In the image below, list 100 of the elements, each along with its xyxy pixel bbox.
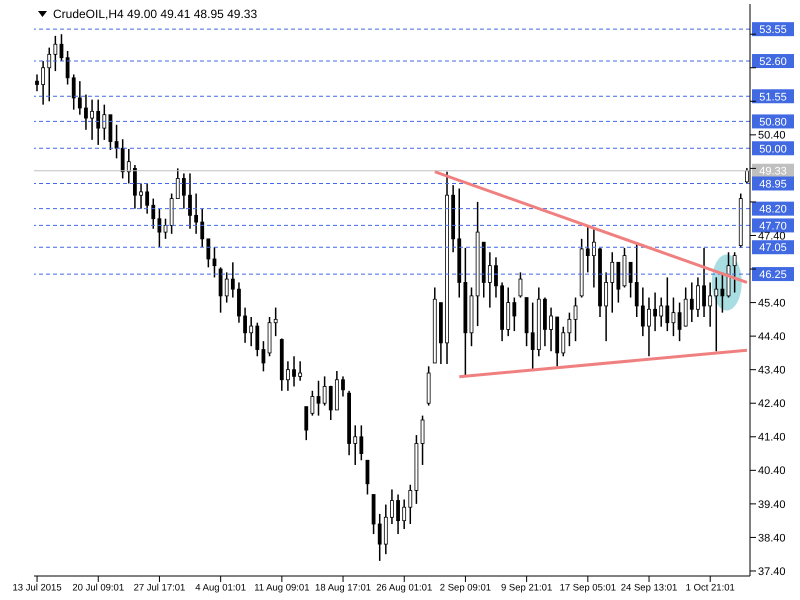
candlestick	[341, 376, 345, 398]
y-tick-label: 47.40	[758, 230, 786, 242]
ref-line-label: 53.55	[759, 24, 787, 36]
x-tick-label: 24 Sep 13:01	[620, 582, 678, 594]
x-tick-label: 18 Aug 17:01	[315, 582, 372, 594]
candlestick	[188, 172, 192, 230]
candlestick	[672, 296, 676, 337]
candlestick	[628, 262, 633, 298]
candlestick	[286, 360, 290, 392]
candlestick	[665, 276, 670, 332]
candlestick	[366, 460, 370, 496]
candlestick	[640, 286, 645, 337]
x-tick-label: 13 Jul 2015	[12, 582, 62, 594]
candlestick	[35, 74, 39, 92]
candlestick	[182, 172, 186, 210]
candlestick	[408, 484, 412, 525]
candlestick	[518, 272, 522, 298]
ref-line-label: 48.20	[759, 204, 787, 216]
candlestick	[304, 406, 308, 441]
ref-line-label: 50.80	[759, 116, 787, 128]
x-tick-label: 20 Jul 09:01	[72, 582, 124, 594]
candlestick	[230, 262, 235, 298]
y-tick-label: 38.40	[758, 532, 786, 544]
candlestick	[732, 252, 737, 294]
ref-line-label: 50.00	[759, 143, 787, 156]
candlestick	[292, 356, 296, 388]
candlestick	[157, 208, 162, 248]
candlestick	[568, 312, 572, 347]
candlestick	[322, 376, 327, 406]
y-tick-label: 50.40	[758, 130, 786, 142]
candlestick	[574, 296, 578, 342]
candlestick	[402, 498, 406, 530]
candlestick	[66, 50, 70, 86]
candlestick	[359, 424, 364, 462]
x-tick-label: 27 Jul 17:01	[134, 582, 186, 594]
candlestick	[659, 296, 664, 328]
x-tick-label: 4 Aug 01:01	[195, 582, 246, 594]
y-tick-label: 45.40	[758, 297, 786, 310]
y-tick-label: 39.40	[758, 498, 786, 511]
y-tick-label: 44.40	[758, 331, 786, 344]
candlestick	[53, 35, 58, 72]
candlestick	[78, 80, 82, 116]
ref-line-label: 46.25	[759, 269, 787, 282]
candlestick	[212, 246, 216, 278]
candlestick	[262, 340, 266, 372]
candlestick	[702, 247, 706, 318]
ref-line-label: 48.95	[759, 178, 787, 190]
candlestick	[139, 182, 143, 210]
candlestick	[494, 256, 498, 298]
candlestick	[310, 390, 314, 416]
candlestick	[72, 74, 76, 110]
candlestick	[690, 282, 694, 323]
ref-line-label: 49.33	[759, 166, 787, 178]
candlestick	[549, 306, 553, 352]
candlestick	[378, 513, 382, 562]
candlestick	[488, 252, 492, 308]
candlestick	[653, 292, 657, 332]
candlestick	[708, 282, 712, 328]
candlestick	[298, 360, 302, 382]
x-tick-label: 2 Sep 09:01	[440, 582, 492, 594]
y-tick-label: 40.40	[758, 465, 786, 478]
y-tick-label: 41.40	[758, 432, 786, 444]
candlestick	[224, 272, 229, 304]
ref-line-label: 47.05	[759, 242, 787, 254]
chart-title: CrudeOIL,H4 49.00 49.41 48.95 49.33	[53, 7, 258, 21]
candlestick	[586, 225, 590, 274]
candlestick	[274, 306, 278, 337]
x-tick-label: 17 Sep 05:01	[560, 582, 616, 594]
candlestick	[512, 296, 516, 332]
y-tick-label: 42.40	[758, 398, 786, 410]
ref-line-label: 47.70	[759, 220, 787, 232]
candlestick	[164, 218, 168, 240]
candlestick	[249, 316, 254, 347]
candlestick	[255, 322, 260, 358]
candlestick	[41, 60, 46, 106]
candlestick	[604, 272, 608, 342]
x-tick-label: 26 Aug 01:01	[376, 582, 432, 594]
candlestick	[678, 302, 682, 342]
candlestick	[84, 94, 88, 131]
y-tick-label: 37.40	[758, 566, 786, 578]
candlestick	[610, 252, 614, 314]
ref-line-label: 52.60	[759, 56, 787, 68]
candlestick	[647, 296, 651, 358]
candlestick	[390, 488, 394, 525]
candlestick	[316, 380, 320, 416]
x-tick-label: 9 Sep 21:01	[501, 582, 552, 594]
ref-line-label: 51.55	[759, 91, 787, 104]
candlestick	[145, 182, 150, 214]
y-tick-label: 43.40	[758, 364, 786, 377]
candlestick	[194, 192, 198, 235]
x-tick-label: 1 Oct 21:01	[686, 582, 735, 594]
candlestick	[353, 424, 358, 466]
candlestick	[714, 276, 718, 352]
candlestick	[420, 414, 424, 466]
candlestick	[60, 33, 64, 62]
candlestick	[243, 306, 247, 344]
candlestick	[561, 326, 566, 358]
candlestick	[176, 168, 180, 200]
candlestick	[396, 494, 400, 535]
candlestick	[696, 276, 700, 318]
